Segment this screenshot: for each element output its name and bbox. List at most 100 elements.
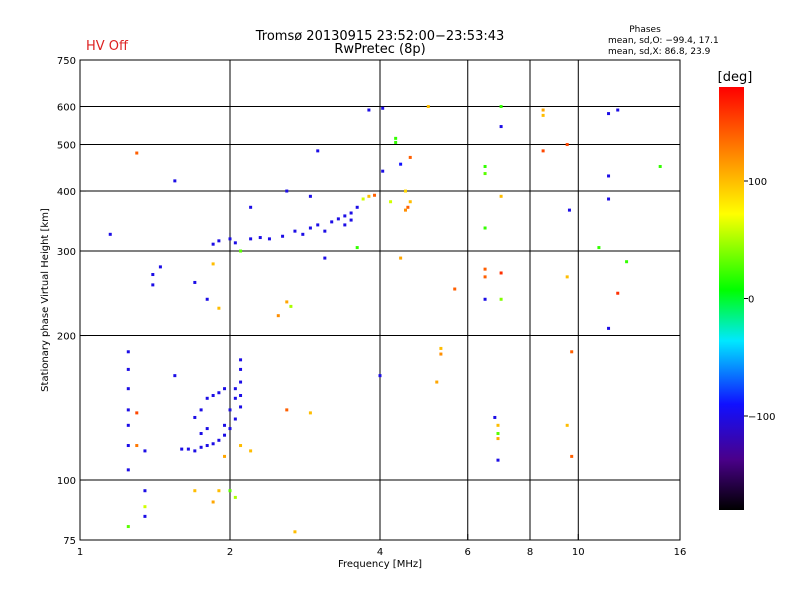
data-point	[239, 367, 243, 371]
colorbar-tick-label: 100	[748, 177, 767, 188]
data-point	[135, 444, 139, 448]
data-point	[108, 232, 112, 236]
data-point	[173, 179, 177, 183]
y-tick-label: 500	[57, 141, 76, 152]
data-point	[625, 260, 629, 264]
data-point	[223, 423, 227, 427]
data-point	[151, 273, 155, 277]
data-point	[381, 106, 385, 110]
data-point	[323, 256, 327, 260]
phases-title: Phases	[629, 25, 661, 35]
data-point	[239, 249, 243, 253]
data-point	[343, 214, 347, 218]
phases-stats-x: mean, sd,X: 86.8, 23.9	[608, 47, 711, 57]
data-point	[173, 374, 177, 378]
y-axis-label: Stationary phase Virtual Height [km]	[40, 208, 51, 392]
data-point	[483, 275, 487, 279]
data-point	[316, 149, 320, 153]
data-point	[205, 396, 209, 400]
data-point	[211, 394, 215, 398]
data-point	[289, 304, 293, 308]
data-point	[565, 143, 569, 147]
data-point	[399, 256, 403, 260]
data-point	[223, 433, 227, 437]
colorbar-gradient	[719, 87, 744, 510]
data-point	[565, 275, 569, 279]
y-tick-label: 100	[57, 476, 76, 487]
data-point	[308, 411, 312, 415]
data-point	[658, 164, 662, 168]
data-point	[439, 352, 443, 356]
data-point	[439, 346, 443, 350]
y-tick-label: 400	[57, 187, 76, 198]
grid-lines	[80, 60, 680, 540]
data-point	[616, 291, 620, 295]
data-point	[211, 242, 215, 246]
data-point	[541, 108, 545, 112]
data-point	[483, 172, 487, 176]
data-point	[281, 234, 285, 238]
data-point	[249, 237, 253, 241]
data-point	[233, 495, 237, 499]
data-point	[126, 468, 130, 472]
data-point	[607, 326, 611, 330]
data-point	[355, 246, 359, 250]
data-point	[373, 193, 377, 197]
data-point	[293, 229, 297, 233]
data-point	[151, 283, 155, 287]
data-point	[228, 237, 232, 241]
data-point	[211, 500, 215, 504]
data-point	[258, 236, 262, 240]
data-point	[228, 489, 232, 493]
x-tick-label: 6	[465, 547, 471, 558]
data-point	[349, 211, 353, 215]
data-point	[453, 287, 457, 291]
data-point	[233, 396, 237, 400]
data-point	[239, 394, 243, 398]
data-point	[193, 449, 197, 453]
data-point	[267, 237, 271, 241]
plot-subtitle: RwPretec (8p)	[334, 42, 425, 57]
data-point	[483, 267, 487, 271]
hv-status-label: HV Off	[86, 39, 129, 54]
data-point	[233, 417, 237, 421]
data-point	[285, 408, 289, 412]
x-tick-label: 10	[572, 547, 585, 558]
data-point	[403, 189, 407, 193]
colorbar-unit-label: [deg]	[718, 70, 753, 85]
phases-stats-o: mean, sd,O: −99.4, 17.1	[608, 36, 719, 46]
data-point	[135, 151, 139, 155]
data-point	[211, 442, 215, 446]
data-point	[239, 405, 243, 409]
data-point	[199, 408, 203, 412]
data-point	[249, 205, 253, 209]
data-point	[541, 113, 545, 117]
data-point	[367, 108, 371, 112]
data-point	[223, 454, 227, 458]
colorbar-tick-label: −100	[748, 412, 775, 423]
data-point	[394, 136, 398, 140]
data-point	[403, 208, 407, 212]
data-point	[143, 489, 147, 493]
data-point	[355, 205, 359, 209]
data-point	[349, 218, 353, 222]
data-point	[249, 449, 253, 453]
data-point	[217, 489, 221, 493]
data-point	[126, 387, 130, 391]
data-point	[158, 265, 162, 269]
data-point	[276, 314, 280, 318]
data-point	[336, 217, 340, 221]
data-point	[378, 374, 382, 378]
data-point	[570, 350, 574, 354]
data-point	[567, 208, 571, 212]
y-tick-label: 75	[63, 536, 76, 547]
data-point	[361, 197, 365, 201]
data-point	[499, 125, 503, 129]
data-point	[408, 155, 412, 159]
data-point	[233, 241, 237, 245]
y-tick-label: 300	[57, 247, 76, 258]
data-point	[389, 200, 393, 204]
data-point	[316, 223, 320, 227]
data-point	[126, 444, 130, 448]
data-point	[199, 432, 203, 436]
